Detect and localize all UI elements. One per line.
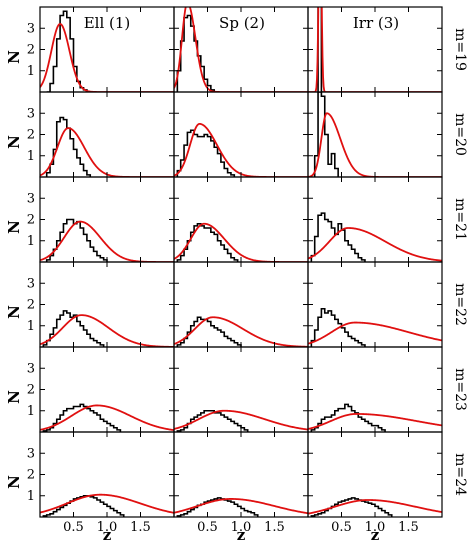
panel-frame <box>39 261 175 348</box>
x-tick-label: 1.0 <box>231 520 252 535</box>
x-tick-label: 1.5 <box>398 520 419 535</box>
panels-layer <box>39 6 443 518</box>
x-tick-label: 1.5 <box>264 520 285 535</box>
column-title: Ell (1) <box>84 14 131 32</box>
y-tick-label: 1 <box>27 319 35 334</box>
column-title: Irr (3) <box>353 14 399 32</box>
panel-frame <box>39 91 175 178</box>
histogram-series <box>42 403 122 432</box>
panel-frame <box>173 431 309 518</box>
histogram-series <box>176 497 259 517</box>
y-tick-label: 3 <box>27 446 35 461</box>
y-axis-label: N <box>5 390 23 404</box>
y-tick-label: 2 <box>27 298 35 313</box>
panel <box>307 261 443 348</box>
x-tick-label: 0.5 <box>197 520 218 535</box>
y-tick-label: 2 <box>27 128 35 143</box>
model-curve <box>308 227 442 262</box>
y-tick-label: 2 <box>27 43 35 58</box>
row-label: m=21 <box>452 198 468 241</box>
histogram-series <box>310 212 366 262</box>
panel <box>307 176 443 263</box>
x-tick-label: 0.5 <box>331 520 352 535</box>
histogram-series <box>310 497 393 517</box>
model-curve <box>174 316 308 347</box>
y-tick-label: 2 <box>27 213 35 228</box>
model-curve <box>40 127 174 177</box>
row-label: m=20 <box>452 113 468 156</box>
panel <box>307 91 443 178</box>
histogram-series <box>176 129 236 177</box>
panel <box>173 176 309 263</box>
panel <box>39 431 175 518</box>
y-tick-label: 3 <box>27 106 35 121</box>
x-tick-label: 1.5 <box>130 520 151 535</box>
y-axis-label: N <box>5 135 23 149</box>
x-axis-label: z <box>237 526 246 544</box>
histogram-series <box>45 218 108 262</box>
model-curve <box>308 499 442 515</box>
model-curve <box>174 498 308 515</box>
y-tick-label: 3 <box>27 276 35 291</box>
histogram-series <box>310 403 386 432</box>
panel <box>39 346 175 433</box>
y-tick-label: 3 <box>27 21 35 36</box>
panel <box>173 346 309 433</box>
panel <box>307 346 443 433</box>
model-curve <box>40 23 174 92</box>
panel-frame <box>39 176 175 263</box>
model-curve <box>40 220 174 262</box>
y-axis-label: N <box>5 220 23 234</box>
histogram-series <box>176 222 239 262</box>
row-label: m=22 <box>452 283 468 326</box>
y-tick-label: 2 <box>27 468 35 483</box>
x-axis-label: z <box>371 526 380 544</box>
model-curve <box>40 493 174 514</box>
y-tick-label: 1 <box>27 64 35 79</box>
panel-frame <box>173 261 309 348</box>
histogram-series <box>313 92 339 177</box>
y-tick-label: 3 <box>27 191 35 206</box>
panel-frame <box>173 176 309 263</box>
panel <box>39 176 175 263</box>
x-tick-label: 1.0 <box>365 520 386 535</box>
panel-frame <box>307 346 443 433</box>
panel <box>39 261 175 348</box>
x-tick-label: 0.5 <box>63 520 84 535</box>
row-label: m=24 <box>452 453 468 496</box>
row-label: m=19 <box>452 28 468 71</box>
y-tick-label: 1 <box>27 149 35 164</box>
panel <box>173 431 309 518</box>
y-tick-label: 1 <box>27 489 35 504</box>
panel <box>307 431 443 518</box>
panel <box>39 91 175 178</box>
model-curve <box>174 122 308 177</box>
y-tick-label: 1 <box>27 234 35 249</box>
row-label: m=23 <box>452 368 468 411</box>
histogram-series <box>310 307 366 347</box>
model-curve <box>174 409 308 431</box>
model-curve <box>40 404 174 432</box>
model-curve <box>174 7 308 92</box>
column-title: Sp (2) <box>219 14 265 32</box>
x-tick-label: 1.0 <box>97 520 118 535</box>
panel <box>173 261 309 348</box>
histogram-series <box>42 494 125 517</box>
histogram-series <box>176 409 249 432</box>
y-axis-label: N <box>5 305 23 319</box>
x-axis-label: z <box>103 526 112 544</box>
histogram-series <box>42 310 105 347</box>
y-axis-label: N <box>5 50 23 64</box>
model-curve <box>308 321 442 345</box>
y-tick-label: 1 <box>27 404 35 419</box>
model-curve <box>308 413 442 430</box>
y-axis-label: N <box>5 475 23 489</box>
y-tick-label: 3 <box>27 361 35 376</box>
y-tick-label: 2 <box>27 383 35 398</box>
model-curve <box>40 314 174 347</box>
panel <box>173 91 309 178</box>
histogram-series <box>46 10 88 92</box>
